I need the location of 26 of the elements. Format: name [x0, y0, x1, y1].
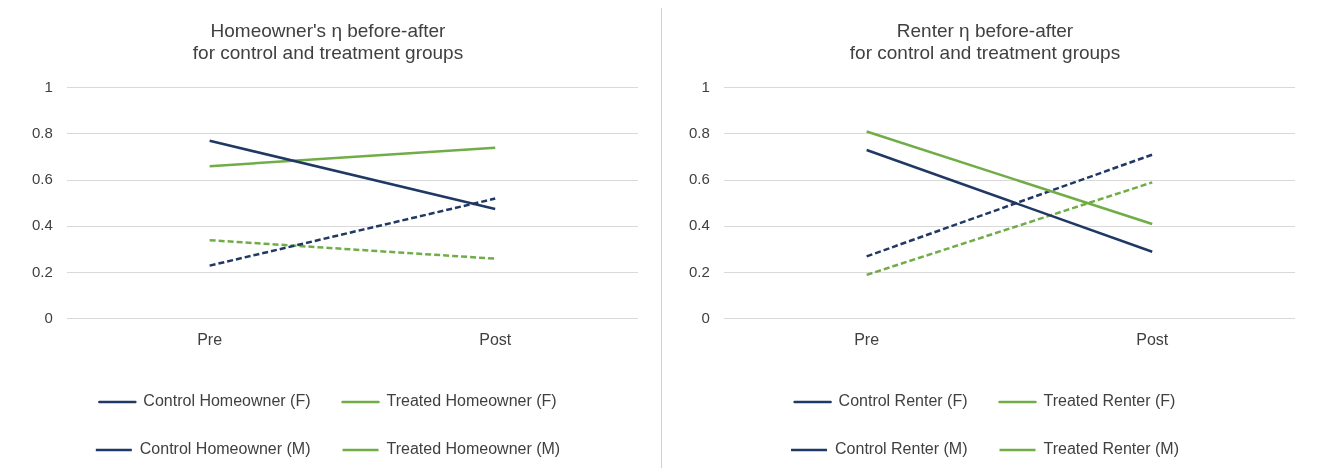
y-tick-label: 0	[701, 308, 710, 326]
x-tick-label: Pre	[854, 330, 880, 348]
legend-label: Treated Renter (M)	[1043, 440, 1179, 458]
y-tick-label: 0.8	[688, 123, 710, 141]
y-tick-label: 1	[44, 77, 53, 95]
y-tick-label: 0	[44, 308, 53, 326]
x-tick-label: Pre	[197, 330, 223, 348]
chart-title: Homeowner's η before-after for control and treatment groups	[192, 19, 464, 64]
y-tick-label: 0.4	[688, 216, 710, 234]
y-tick-label: 0.6	[31, 170, 53, 188]
x-tick-label: Post	[1136, 330, 1169, 348]
y-tick-label: 0.8	[31, 123, 53, 141]
y-tick-label: 0.2	[31, 262, 53, 280]
legend-label: Control Homeowner (M)	[139, 440, 311, 458]
legend-label: Treated Renter (F)	[1043, 392, 1176, 410]
legend-label: Control Homeowner (F)	[143, 392, 311, 410]
chart-title: Renter η before-after for control and treatment groups	[849, 19, 1121, 64]
y-tick-label: 1	[701, 77, 710, 95]
y-tick-label: 0.4	[31, 216, 53, 234]
legend-label: Control Renter (F)	[838, 392, 968, 410]
y-tick-label: 0.2	[688, 262, 710, 280]
x-tick-label: Post	[479, 330, 512, 348]
legend-label: Treated Homeowner (M)	[386, 440, 561, 458]
legend-label: Control Renter (M)	[835, 440, 968, 458]
legend-label: Treated Homeowner (F)	[386, 392, 557, 410]
y-tick-label: 0.6	[688, 170, 710, 188]
